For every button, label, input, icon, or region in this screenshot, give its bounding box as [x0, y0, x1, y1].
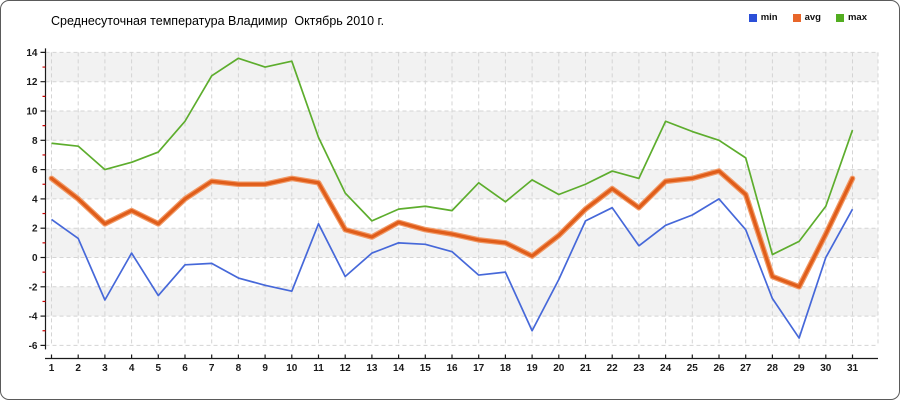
y-axis-tick-label: 6: [32, 165, 38, 176]
x-axis-tick-label: 22: [607, 363, 619, 374]
x-axis-tick-label: 3: [102, 363, 108, 374]
max-series-swatch: [835, 13, 844, 22]
x-axis-tick-label: 27: [740, 363, 752, 374]
y-axis-tick-label: -4: [29, 312, 38, 323]
plot-stripe: [45, 52, 878, 82]
x-axis-tick-label: 12: [340, 363, 352, 374]
series-line-avg: [49, 169, 855, 289]
legend: min avg max: [748, 12, 867, 23]
x-axis-tick-label: 14: [393, 363, 405, 374]
y-axis-tick-label: -6: [29, 341, 38, 352]
x-axis-tick-label: 6: [182, 363, 188, 374]
plot-stripe: [45, 169, 878, 199]
x-axis-tick-label: 19: [527, 363, 539, 374]
legend-label-max: max: [847, 12, 867, 23]
series-line-max: [51, 57, 854, 256]
y-axis-tick-label: 0: [32, 253, 38, 264]
x-axis-tick-label: 7: [209, 363, 215, 374]
x-axis-tick-label: 18: [500, 363, 512, 374]
x-axis-tick-label: 28: [767, 363, 779, 374]
x-axis-tick-label: 10: [286, 363, 298, 374]
x-axis-tick-label: 2: [75, 363, 81, 374]
x-axis-tick-label: 11: [313, 363, 324, 374]
y-axis-tick-label: 4: [32, 194, 38, 205]
x-axis-tick-label: 13: [366, 363, 378, 374]
x-axis-tick-label: 1: [49, 363, 55, 374]
y-axis-tick-label: 2: [32, 224, 38, 235]
plot-stripe: [45, 286, 878, 317]
x-axis-tick-label: 21: [580, 363, 592, 374]
x-axis-tick-label: 31: [847, 363, 859, 374]
series-line-min: [51, 198, 854, 339]
x-axis-tick-label: 20: [553, 363, 565, 374]
x-axis-tick-label: 16: [446, 363, 458, 374]
y-axis-tick-label: 10: [26, 107, 38, 118]
x-axis-tick-label: 15: [420, 363, 432, 374]
y-axis-tick-label: 8: [32, 136, 38, 147]
x-axis-tick-label: 26: [713, 363, 725, 374]
chart-title: Среднесуточная температура Владимир Октя…: [51, 14, 385, 28]
legend-item-avg[interactable]: avg: [792, 12, 821, 23]
legend-label-min: min: [760, 12, 778, 23]
plot-stripe: [45, 111, 878, 141]
plot-stripe: [45, 228, 878, 258]
x-axis-tick-label: 5: [156, 363, 162, 374]
x-axis-tick-label: 24: [660, 363, 672, 374]
y-axis-tick-label: 12: [26, 77, 38, 88]
x-axis-tick-label: 29: [794, 363, 806, 374]
x-axis-tick-label: 4: [129, 363, 135, 374]
x-axis-tick-label: 17: [473, 363, 485, 374]
legend-item-max[interactable]: max: [835, 12, 867, 23]
x-axis-tick-label: 9: [262, 363, 268, 374]
legend-item-min[interactable]: min: [748, 12, 778, 23]
y-axis-tick-label: -2: [29, 282, 38, 293]
avg-series-swatch: [792, 13, 801, 22]
y-axis-tick-label: 14: [26, 48, 38, 59]
legend-label-avg: avg: [804, 12, 821, 23]
x-axis-tick-label: 25: [687, 363, 699, 374]
min-series-swatch: [748, 13, 757, 22]
x-axis-tick-label: 8: [236, 363, 242, 374]
x-axis-tick-label: 23: [633, 363, 645, 374]
x-axis-tick-label: 30: [820, 363, 832, 374]
